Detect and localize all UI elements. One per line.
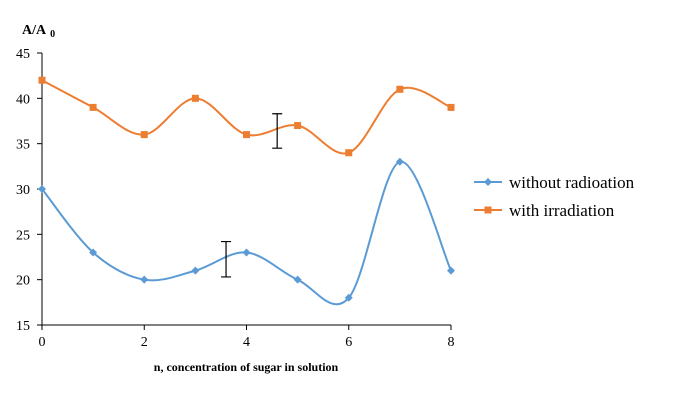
y-tick-label: 15 [16,319,30,334]
data-point [191,266,200,275]
data-point [38,185,46,193]
y-tick-label: 45 [16,47,30,62]
x-tick-label: 0 [39,335,46,350]
legend-label: without radioation [509,173,635,192]
data-point [242,248,251,257]
error-bar [221,240,232,278]
legend-label: with irradiation [509,201,615,220]
error-bar [272,113,283,149]
x-tick-label: 2 [141,335,148,350]
data-point [140,275,149,284]
data-point [447,266,455,275]
y-tick-label: 40 [16,92,30,107]
x-axis-title: n, concentration of sugar in solution [154,360,339,374]
y-tick-label: 25 [16,228,30,243]
data-point [38,76,46,84]
series-line-0 [41,160,452,306]
legend: without radioation with irradiation [474,173,635,220]
y-tick-label: 20 [16,274,30,289]
data-point [243,131,250,139]
y-tick-label: 35 [16,138,30,153]
x-tick-label: 4 [243,335,250,350]
data-point [395,157,404,166]
data-point [396,85,404,93]
data-point [191,94,199,102]
data-point [89,103,97,111]
data-point [89,248,98,257]
series-line-1 [41,79,452,155]
y-tick-label: 30 [16,183,30,198]
data-point [345,149,353,157]
data-point [447,103,455,111]
data-point [344,293,353,302]
data-point [294,122,302,130]
x-tick-label: 6 [345,335,352,350]
y-axis-title: A/A 0 [22,23,55,40]
legend-marker [484,178,492,186]
data-point [140,131,148,139]
legend-marker [484,206,492,214]
data-point [293,275,302,284]
x-tick-label: 8 [448,335,455,350]
